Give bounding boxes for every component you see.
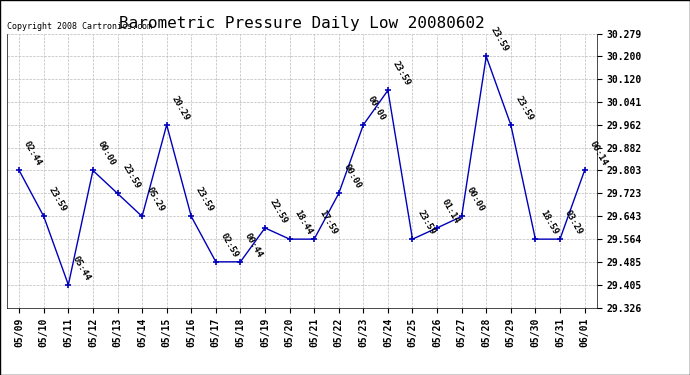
Text: 02:59: 02:59: [219, 231, 240, 259]
Text: 00:00: 00:00: [342, 163, 363, 190]
Text: 18:59: 18:59: [538, 209, 560, 236]
Text: 00:00: 00:00: [96, 140, 117, 168]
Text: 23:59: 23:59: [489, 26, 510, 54]
Text: 22:59: 22:59: [268, 197, 289, 225]
Text: 00:00: 00:00: [366, 94, 387, 122]
Text: 00:00: 00:00: [464, 186, 486, 214]
Text: 23:59: 23:59: [120, 163, 141, 190]
Text: 23:59: 23:59: [513, 94, 535, 122]
Text: 18:44: 18:44: [293, 209, 313, 236]
Text: 00:44: 00:44: [243, 231, 264, 259]
Text: 01:14: 01:14: [440, 197, 461, 225]
Text: 05:29: 05:29: [145, 186, 166, 214]
Text: Copyright 2008 Cartronics.com: Copyright 2008 Cartronics.com: [7, 22, 152, 31]
Text: 05:44: 05:44: [71, 254, 92, 282]
Text: 03:29: 03:29: [563, 209, 584, 236]
Title: Barometric Pressure Daily Low 20080602: Barometric Pressure Daily Low 20080602: [119, 16, 485, 31]
Text: 02:44: 02:44: [22, 140, 43, 168]
Text: 23:59: 23:59: [46, 186, 68, 214]
Text: 17:59: 17:59: [317, 209, 338, 236]
Text: 00:14: 00:14: [587, 140, 609, 168]
Text: 23:59: 23:59: [391, 60, 412, 87]
Text: 23:59: 23:59: [415, 209, 437, 236]
Text: 20:29: 20:29: [170, 94, 190, 122]
Text: 23:59: 23:59: [194, 186, 215, 214]
